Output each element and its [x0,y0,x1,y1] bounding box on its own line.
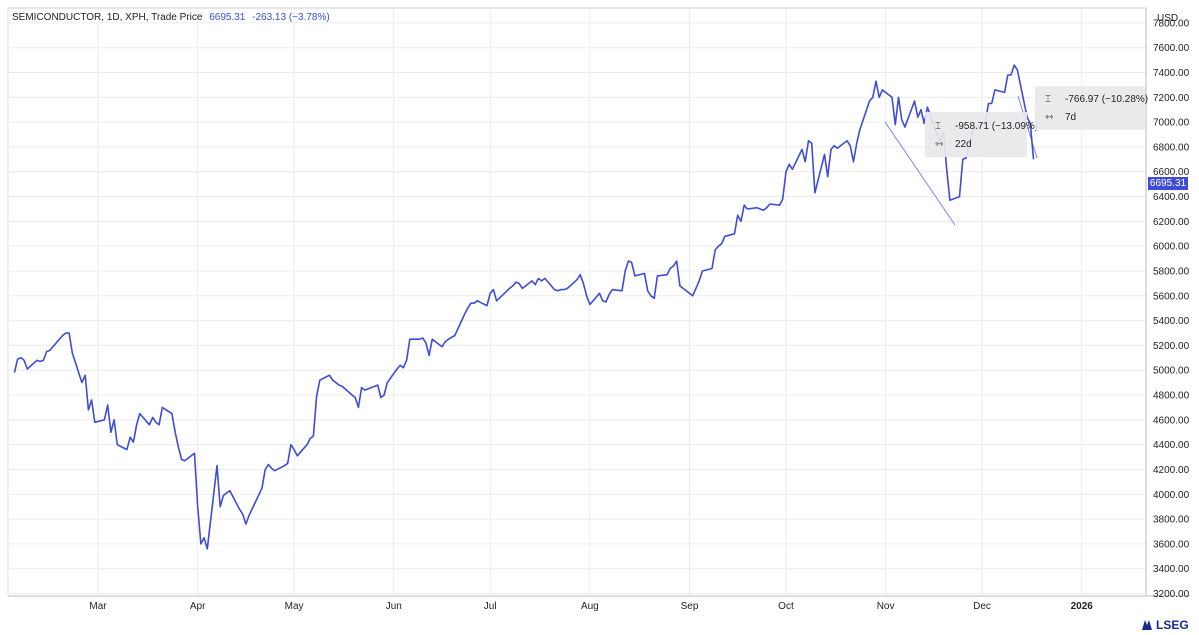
y-tick-label: 7400.00 [1153,68,1190,79]
x-tick-label: Apr [190,601,206,612]
y-tick-label: 4200.00 [1153,465,1190,476]
measure-box-22d[interactable]: ⌶ -958.71 (−13.09%) ⇿ 22d [925,112,1038,157]
y-tick-label: 3800.00 [1153,515,1190,526]
measure-lines [884,95,1038,226]
y-tick-label: 4600.00 [1153,415,1190,426]
price-line [13,64,1035,550]
y-tick-label: 3200.00 [1153,589,1190,600]
x-tick-label: Mar [89,601,107,612]
chart-header: SEMICONDUCTOR, 1D, XPH, Trade Price 6695… [12,12,330,23]
price-change: -263.13 (−3.78%) [252,12,330,23]
measure-box-7d[interactable]: ⌶ -766.97 (−10.28%) ⇿ 7d [1035,86,1149,130]
y-axis-ticks: 7800.00 7600.00 7400.00 7200.00 7000.00 6800.… [1153,18,1190,600]
x-tick-label: Jul [484,601,497,612]
x-tick-label: Dec [973,601,991,612]
y-tick-label: 5400.00 [1153,316,1190,327]
currency-label: USD [1157,13,1179,24]
brand-label: LSEG [1156,618,1189,632]
y-tick-label: 4400.00 [1153,440,1190,451]
y-tick-label: 4800.00 [1153,391,1190,402]
y-tick-label: 6600.00 [1153,167,1190,178]
date-range-icon: ⇿ [1045,112,1054,123]
measure-line-22d [884,121,956,226]
price-range-icon: ⌶ [935,121,941,132]
x-tick-label: 2026 [1071,601,1094,612]
y-tick-label: 5800.00 [1153,266,1190,277]
y-tick-label: 6400.00 [1153,192,1190,203]
x-tick-label: Aug [581,601,599,612]
lseg-logo: LSEG [1142,618,1189,632]
measure-duration: 7d [1065,112,1077,123]
instrument-label: SEMICONDUCTOR, 1D, XPH, Trade Price [12,12,203,23]
y-tick-label: 6000.00 [1153,242,1190,253]
price-range-icon: ⌶ [1045,94,1051,105]
x-tick-label: Sep [681,601,699,612]
y-tick-label: 7200.00 [1153,93,1190,104]
measure-duration: 22d [955,139,972,150]
x-tick-label: May [285,601,304,612]
y-tick-label: 5000.00 [1153,366,1190,377]
y-tick-label: 7800.00 [1153,18,1190,29]
x-tick-label: Oct [778,601,794,612]
grid [8,8,1146,596]
y-tick-label: 3600.00 [1153,539,1190,550]
y-tick-label: 3400.00 [1153,564,1190,575]
x-tick-label: Nov [877,601,895,612]
y-tick-label: 6200.00 [1153,217,1190,228]
x-axis-ticks: Mar Apr May Jun Jul Aug Sep Oct Nov Dec 2026 [89,601,1093,612]
axes [7,7,1190,597]
y-tick-label: 5200.00 [1153,341,1190,352]
lseg-mark-icon [1142,620,1152,630]
last-price: 6695.31 [209,12,246,23]
measure-change: -766.97 (−10.28%) [1065,94,1149,105]
measure-change: -958.71 (−13.09%) [955,121,1039,132]
x-tick-label: Jun [386,601,402,612]
y-tick-label: 5600.00 [1153,291,1190,302]
y-tick-label: 4000.00 [1153,490,1190,501]
current-price-tag: 6695.31 [1148,177,1188,190]
y-tick-label: 7600.00 [1153,43,1190,54]
y-tick-label: 6800.00 [1153,142,1190,153]
measure-line-7d [1017,95,1038,159]
date-range-icon: ⇿ [935,139,944,150]
y-tick-label: 7000.00 [1153,118,1190,129]
